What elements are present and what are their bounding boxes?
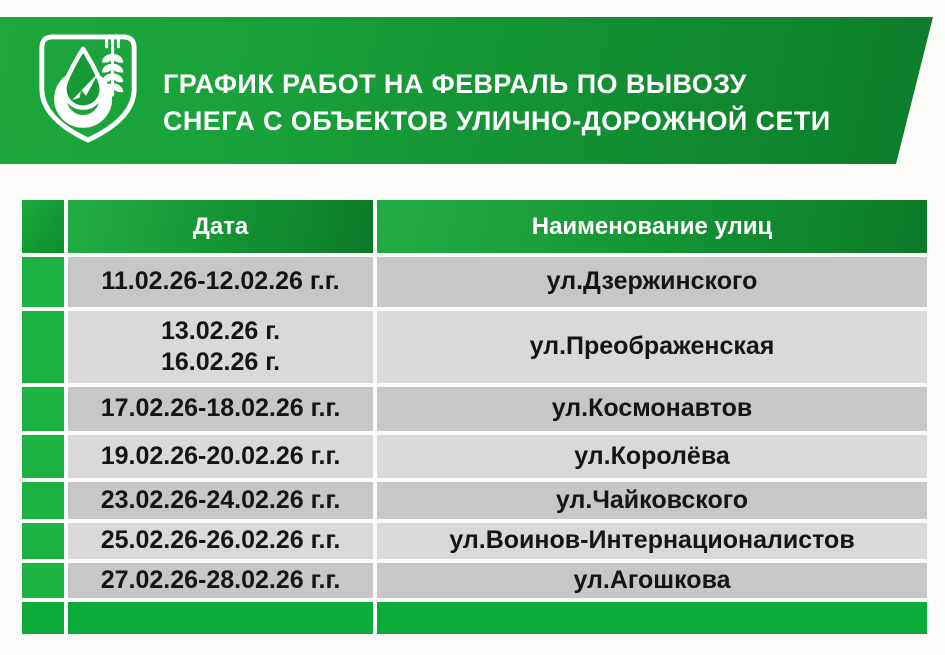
date-cell: 11.02.26-12.02.26 г.г. xyxy=(68,257,373,307)
row-stripe-cell xyxy=(22,523,64,559)
street-cell: ул.Чайковского xyxy=(377,482,927,519)
date-cell: 19.02.26-20.02.26 г.г. xyxy=(68,435,373,478)
street-cell: ул.Дзержинского xyxy=(377,257,927,307)
title-line-2: СНЕГА С ОБЪЕКТОВ УЛИЧНО-ДОРОЖНОЙ СЕТИ xyxy=(163,106,831,136)
row-stripe-cell xyxy=(22,563,64,598)
date-cell: 25.02.26-26.02.26 г.г. xyxy=(68,523,373,559)
city-coat-of-arms-icon xyxy=(34,29,142,151)
date-cell: 17.02.26-18.02.26 г.г. xyxy=(68,387,373,431)
row-stripe-cell xyxy=(22,311,64,383)
street-cell: ул.Космонавтов xyxy=(377,387,927,431)
shield-outline xyxy=(42,37,134,140)
water-drop-icon xyxy=(64,49,101,108)
schedule-table: Дата Наименование улиц 11.02.26-12.02.26… xyxy=(22,200,927,634)
row-stripe-cell xyxy=(22,387,64,431)
street-cell: ул.Преображенская xyxy=(377,311,927,383)
street-cell: ул.Агошкова xyxy=(377,563,927,598)
column-header-date: Дата xyxy=(68,200,373,253)
date-cell: 23.02.26-24.02.26 г.г. xyxy=(68,482,373,519)
date-cell: 13.02.26 г. 16.02.26 г. xyxy=(68,311,373,383)
street-cell: ул.Воинов-Интернационалистов xyxy=(377,523,927,559)
header-banner: ГРАФИК РАБОТ НА ФЕВРАЛЬ ПО ВЫВОЗУ СНЕГА … xyxy=(0,17,933,164)
footer-street-cell xyxy=(377,602,927,634)
row-stripe-cell xyxy=(22,257,64,307)
row-stripe-cell xyxy=(22,435,64,478)
column-header-streets: Наименование улиц xyxy=(377,200,927,253)
row-stripe-cell xyxy=(22,482,64,519)
title-line-1: ГРАФИК РАБОТ НА ФЕВРАЛЬ ПО ВЫВОЗУ xyxy=(163,69,747,99)
table-corner-cell xyxy=(22,200,64,253)
footer-stripe-cell xyxy=(22,602,64,634)
street-cell: ул.Королёва xyxy=(377,435,927,478)
date-cell: 27.02.26-28.02.26 г.г. xyxy=(68,563,373,598)
page-title: ГРАФИК РАБОТ НА ФЕВРАЛЬ ПО ВЫВОЗУ СНЕГА … xyxy=(163,66,831,140)
footer-date-cell xyxy=(68,602,373,634)
